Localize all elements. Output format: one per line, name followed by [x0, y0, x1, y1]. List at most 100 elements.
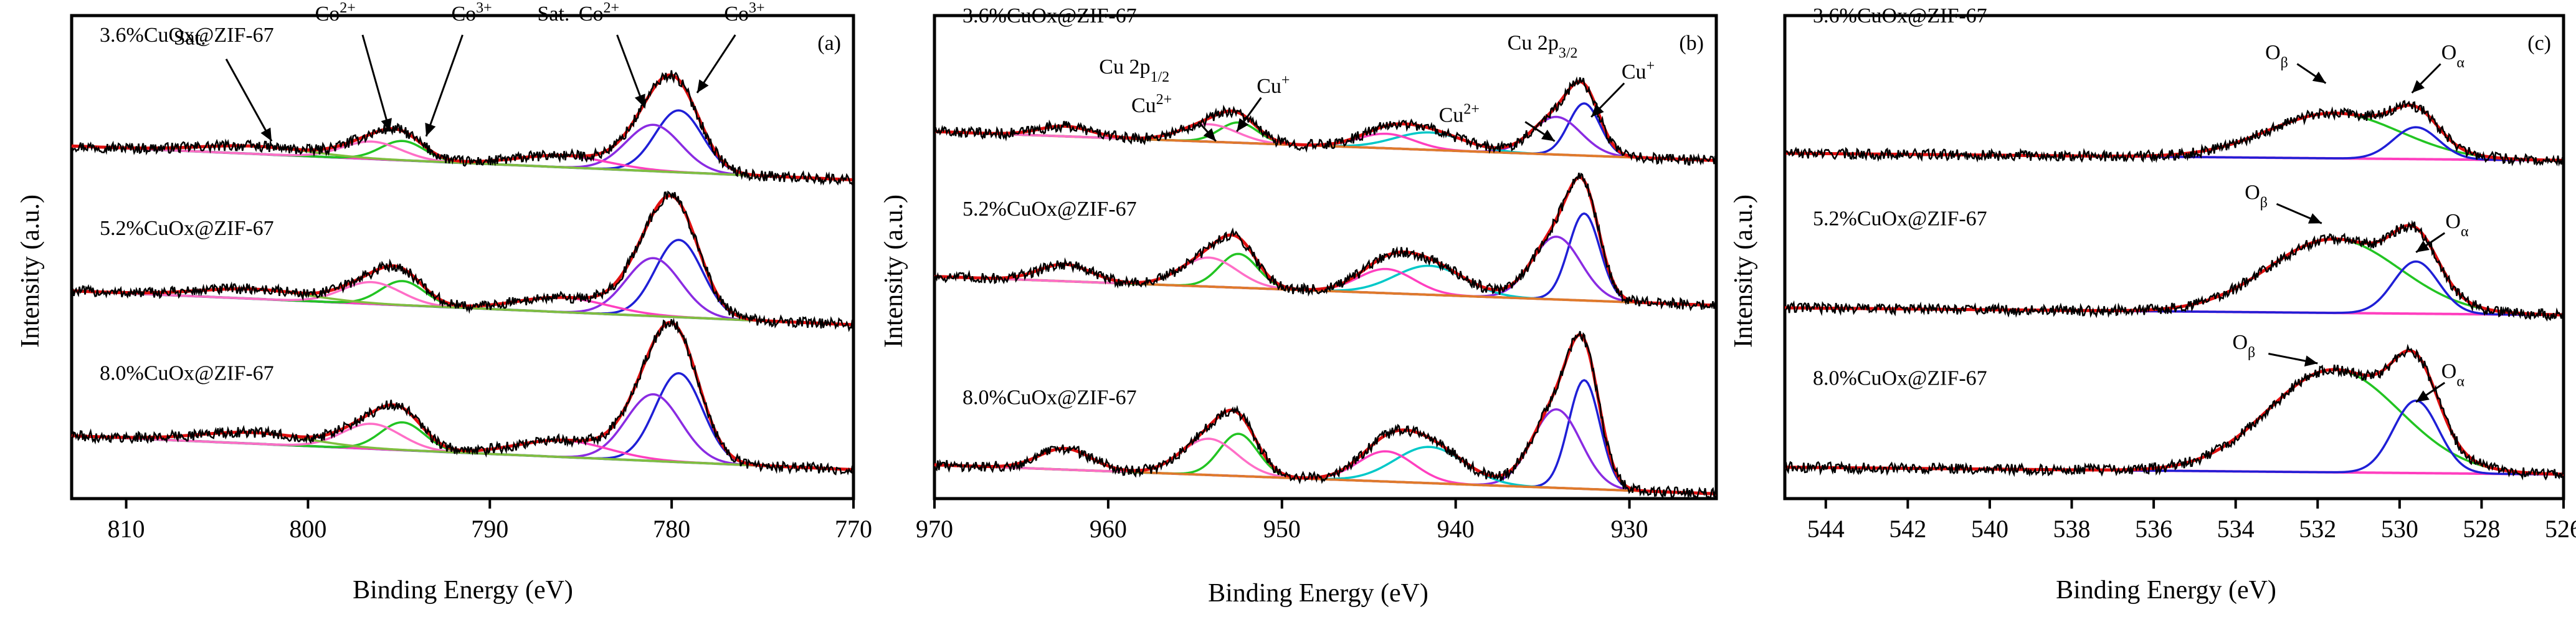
spectrum-3: [934, 331, 1718, 500]
arrow-head: [634, 93, 645, 108]
panel-c-plot-area: 544 542 540 538 536 534 532 530 528 526 (c) 3.6%CuO…: [1783, 4, 2576, 543]
sample-label: 8.0%CuOx@ZIF-67: [1813, 366, 1987, 390]
arrow-head: [2312, 71, 2326, 84]
raw-spectrum: [70, 190, 855, 332]
peak-annotation: Cu+: [1622, 58, 1655, 84]
peak-annotation: Oα: [2441, 41, 2465, 71]
sample-label: 3.6%CuOx@ZIF-67: [1813, 4, 1987, 27]
x-tick-label: 930: [1611, 515, 1648, 543]
peak-annotation: Cu+: [1257, 72, 1290, 98]
x-tick-label: 542: [1889, 515, 1926, 543]
x-tick-label: 950: [1263, 515, 1301, 543]
plot-frame: [1783, 14, 2565, 500]
peak-annotation: Co2+: [579, 0, 619, 26]
panel-a-plot-area: 810 800 790 780 770 (a) 3.6%CuOx@ZIF-67 5.2%CuO…: [70, 0, 872, 543]
component-peak: [71, 421, 854, 471]
panel-tag: (c): [2527, 32, 2551, 55]
peak-annotation: Oβ: [2245, 181, 2268, 211]
component-peak: [71, 372, 854, 471]
fitted-envelope: [1784, 103, 2564, 162]
peak-annotation: Oβ: [2232, 331, 2255, 361]
arrow-head: [1237, 118, 1249, 132]
peak-annotation: Oα: [2445, 210, 2469, 240]
x-tick-label: 770: [835, 515, 872, 543]
spectrum-3: [1784, 343, 2564, 481]
x-tick-label: 960: [1090, 515, 1127, 543]
component-peak: [71, 423, 854, 471]
peak-annotation: Oβ: [2265, 41, 2288, 71]
annotation-arrow: [616, 34, 645, 108]
raw-spectrum: [71, 317, 855, 476]
spectrum-2: [70, 190, 855, 332]
spectrum-1: [933, 76, 1718, 166]
sample-label: 3.6%CuOx@ZIF-67: [100, 24, 274, 47]
spectrum-1: [1784, 100, 2565, 167]
peak-annotation: Sat.: [174, 27, 206, 50]
peak-annotation: Cu2+: [1131, 92, 1172, 117]
component-peak: [934, 264, 1717, 307]
panel-a: Intensity (a.u.) 810 800 790 780 770 (a) 3.6%C…: [16, 0, 872, 605]
arrow-head: [1203, 128, 1216, 141]
arrow-head: [1541, 130, 1555, 141]
arrow-head: [425, 122, 436, 136]
panel-b-plot-area: 970 960 950 940 930 (b) 3.6%CuOx@ZIF-67 5.2%CuO…: [916, 4, 1718, 543]
raw-spectrum: [933, 76, 1718, 166]
x-tick-label: 800: [289, 515, 326, 543]
x-tick-label: 538: [2053, 515, 2091, 543]
peak-annotation: Co2+: [315, 0, 356, 26]
annotation-arrow: [361, 34, 391, 132]
x-tick-label: 534: [2217, 515, 2255, 543]
panel-b: Intensity (a.u.) 970 960 950 940 930 (b) 3.6%C…: [880, 4, 1718, 608]
x-tick-label: 970: [916, 515, 953, 543]
peak-annotation: Sat.: [537, 2, 569, 26]
spectrum-2: [933, 172, 1718, 312]
arrow-head: [260, 127, 272, 141]
x-tick-label: 536: [2135, 515, 2172, 543]
fitted-envelope: [1784, 224, 2564, 317]
arrow-head: [1591, 104, 1604, 117]
panel-c-ylabel: Intensity (a.u.): [1729, 194, 1758, 348]
raw-spectrum: [1784, 100, 2565, 167]
arrow-head: [2304, 355, 2318, 366]
x-tick-label: 526: [2545, 515, 2576, 543]
panel-b-ylabel: Intensity (a.u.): [880, 194, 908, 348]
plot-frame: [70, 14, 855, 500]
x-tick-label: 532: [2299, 515, 2336, 543]
peak-annotation: Co3+: [724, 0, 764, 26]
arrow-head: [381, 118, 392, 132]
panel-tag: (b): [1679, 32, 1704, 55]
raw-spectrum: [1784, 343, 2564, 481]
annotation-arrow: [425, 34, 463, 137]
spectrum-2: [1784, 219, 2565, 322]
peak-annotation: Cu 2p1/2: [1099, 55, 1169, 85]
sample-label: 5.2%CuOx@ZIF-67: [100, 217, 274, 240]
x-tick-label: 810: [108, 515, 145, 543]
arrow-head: [2416, 390, 2430, 402]
panel-c: Intensity (a.u.) 544 542 540 538 536 534 532 53…: [1729, 4, 2576, 605]
x-tick-label: 544: [1807, 515, 1845, 543]
sample-label: 5.2%CuOx@ZIF-67: [962, 198, 1137, 221]
peak-annotation: Oα: [2441, 360, 2465, 390]
arrow-head: [2412, 80, 2425, 93]
raw-spectrum: [934, 331, 1718, 500]
panel-b-xlabel: Binding Energy (eV): [1208, 579, 1428, 608]
peak-annotation: Co3+: [451, 0, 492, 26]
component-peak: [934, 263, 1717, 307]
component-peak: [934, 433, 1717, 495]
peak-annotation: Cu 2p3/2: [1508, 31, 1578, 61]
panel-tag: (a): [817, 32, 841, 55]
panel-a-ylabel: Intensity (a.u.): [16, 194, 45, 348]
raw-spectrum: [70, 70, 855, 187]
annotation-arrow: [225, 59, 273, 142]
x-tick-label: 530: [2381, 515, 2418, 543]
x-tick-label: 540: [1971, 515, 2008, 543]
x-tick-label: 790: [471, 515, 508, 543]
raw-spectrum: [1784, 219, 2565, 322]
sample-label: 8.0%CuOx@ZIF-67: [962, 386, 1137, 409]
arrow-head: [2307, 213, 2322, 224]
sample-label: 5.2%CuOx@ZIF-67: [1813, 208, 1987, 231]
x-tick-label: 780: [653, 515, 690, 543]
spectrum-1: [70, 70, 855, 187]
sample-label: 8.0%CuOx@ZIF-67: [100, 362, 274, 385]
